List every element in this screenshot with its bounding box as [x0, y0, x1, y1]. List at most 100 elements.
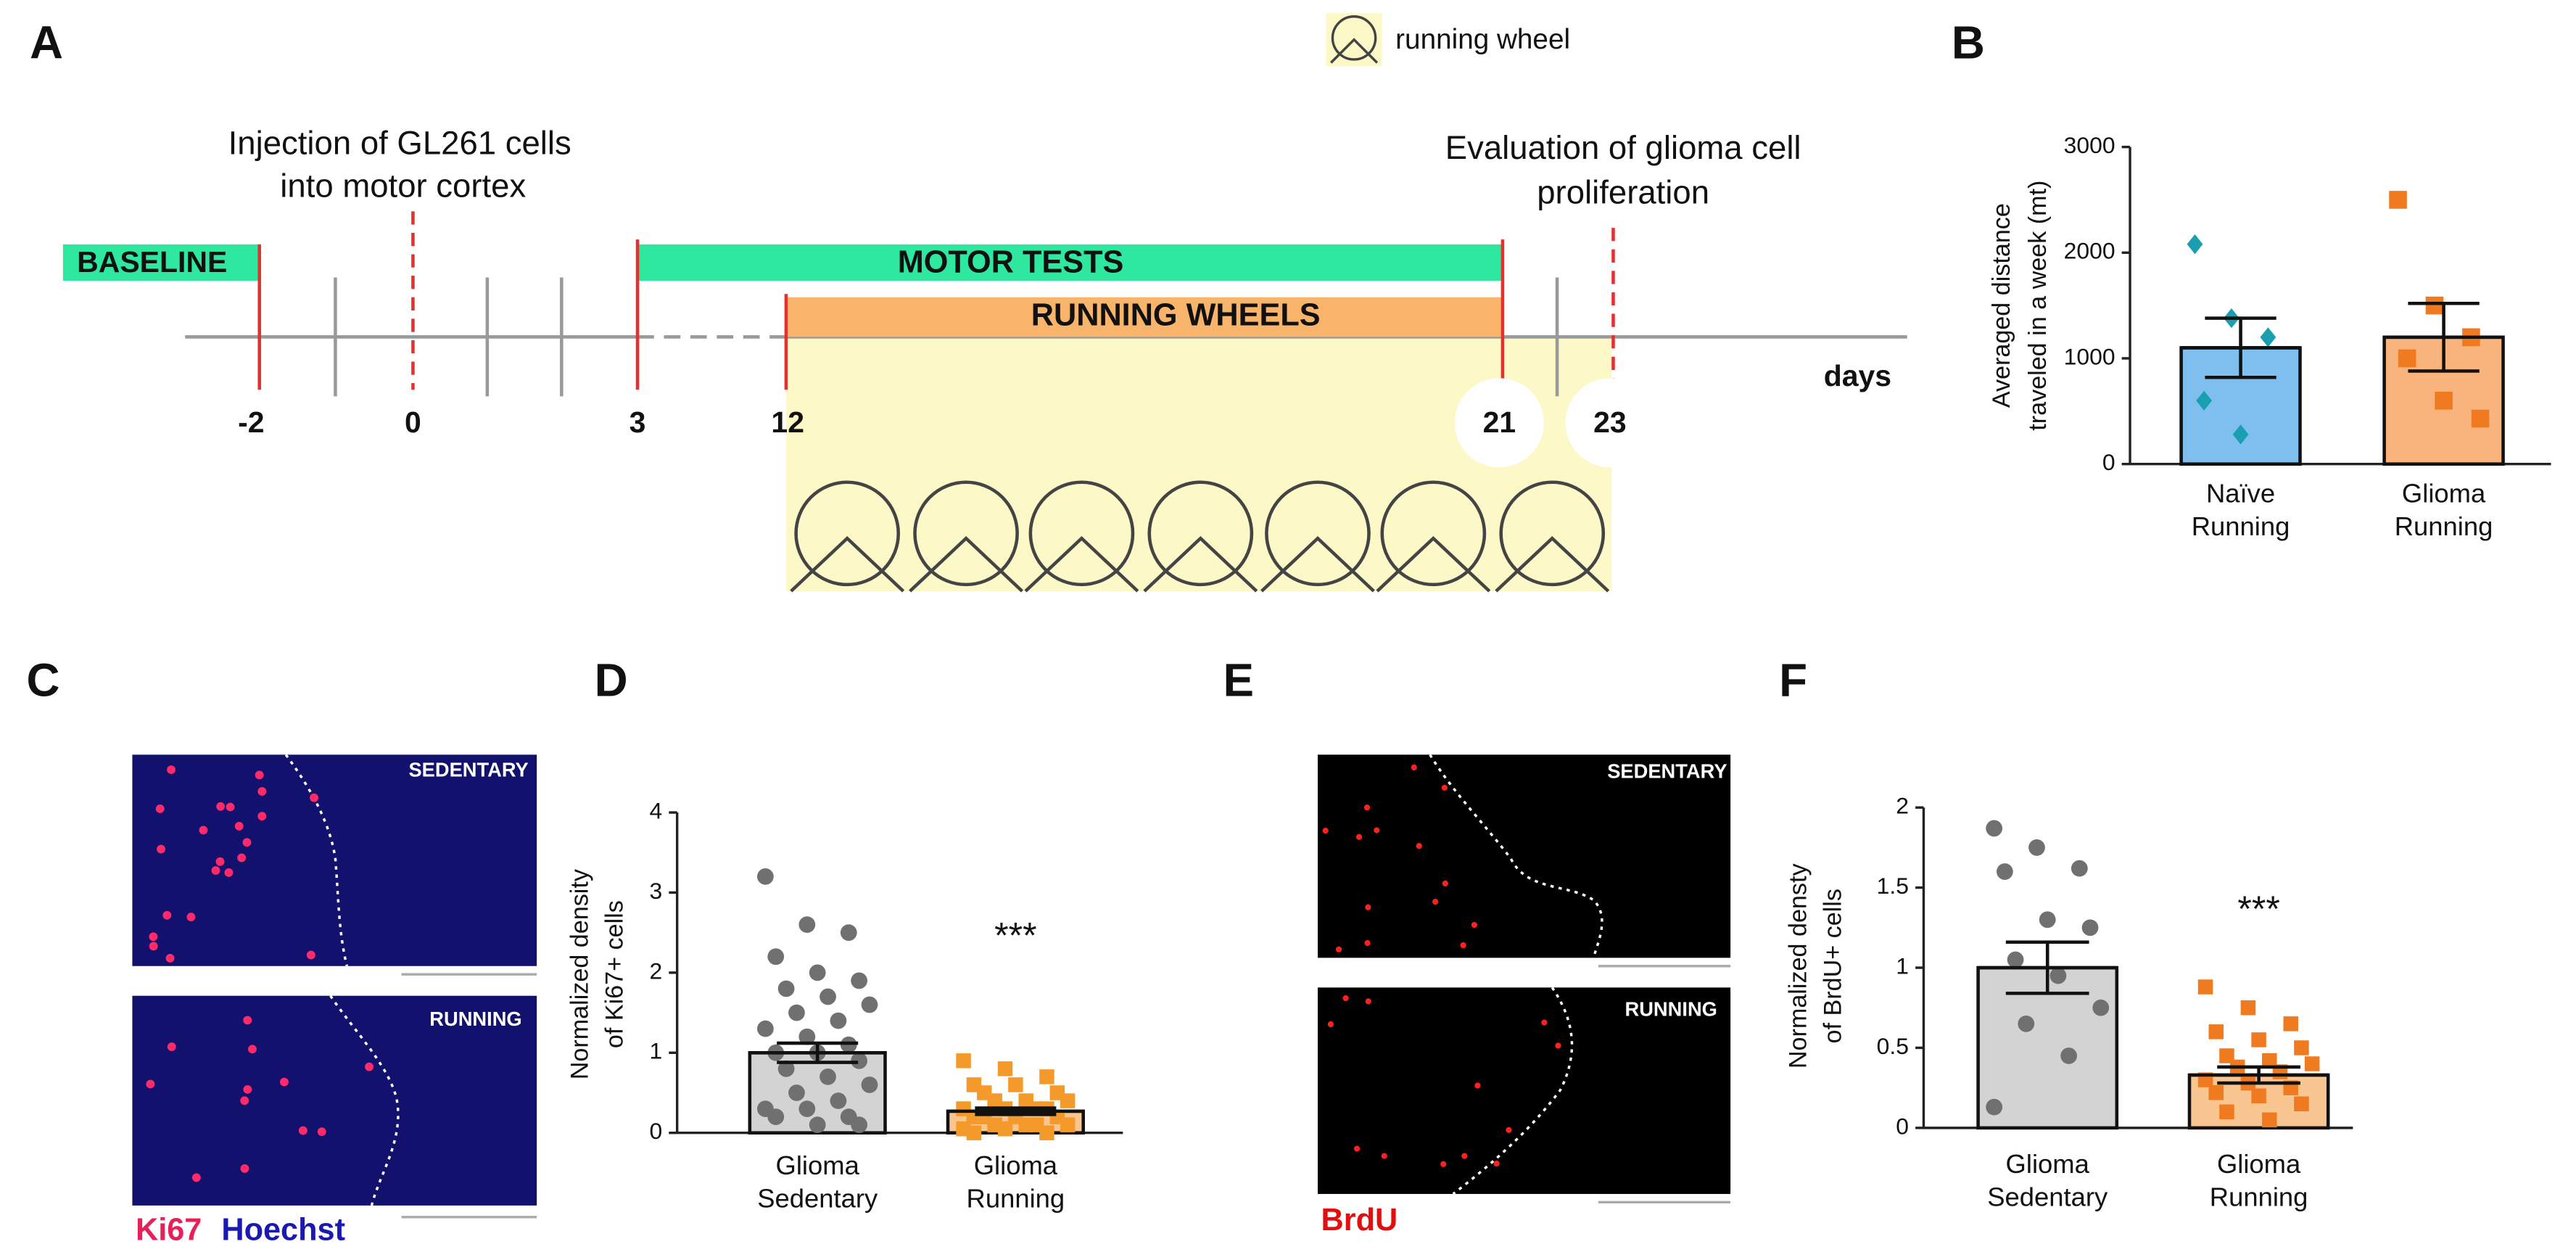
error-bar: [2384, 301, 2503, 373]
cell: [242, 838, 252, 847]
error-bar: [2181, 316, 2300, 379]
label-halo: [1454, 378, 1544, 468]
y-tick-label: 3000: [2064, 132, 2115, 158]
panel-label: C: [26, 654, 59, 706]
cell: [1411, 764, 1417, 771]
panel-label: E: [1223, 654, 1254, 706]
y-tick-label: 0: [1896, 1113, 1909, 1139]
data-point: [2251, 1088, 2266, 1103]
data-point: [1039, 1125, 1054, 1140]
day-label: 12: [771, 405, 804, 439]
data-point: [2262, 1112, 2277, 1128]
cell: [243, 1084, 252, 1094]
phase-label: MOTOR TESTS: [898, 245, 1124, 280]
data-point: [2049, 967, 2067, 984]
cell: [280, 1077, 289, 1087]
data-point: [2208, 1024, 2224, 1039]
y-tick-label: 2000: [2064, 238, 2115, 264]
stain-label: Ki67: [136, 1213, 202, 1248]
y-tick-label: 1.5: [1877, 873, 1909, 899]
y-axis-label: of BrdU+ cells: [1820, 889, 1847, 1043]
error-bar: [1978, 940, 2117, 995]
data-point: [757, 868, 774, 885]
data-point: [809, 1116, 826, 1134]
y-tick-label: 0.5: [1877, 1033, 1909, 1059]
wheel: [1499, 480, 1606, 587]
cell: [186, 913, 196, 922]
x-tick-label: Running: [967, 1184, 1065, 1214]
data-point: [767, 948, 785, 965]
data-point: [2294, 1040, 2309, 1055]
cell: [306, 950, 315, 960]
panel-label: B: [1952, 17, 1985, 69]
day-label: 21: [1483, 405, 1516, 439]
wheel: [1265, 480, 1371, 587]
cell: [255, 770, 264, 780]
y-axis-label: Averaged distance: [1988, 203, 2015, 408]
cell: [191, 1173, 201, 1182]
significance: ***: [994, 915, 1036, 955]
cell: [234, 822, 244, 831]
y-axis-label: Normalized densty: [1785, 863, 1812, 1068]
wheel-stand: [909, 536, 1024, 593]
data-point: [2197, 979, 2213, 995]
cell: [1460, 942, 1466, 949]
y-tick-label: 4: [649, 797, 662, 823]
data-point: [966, 1125, 982, 1140]
day-label: 0: [405, 405, 421, 439]
data-point: [1008, 1077, 1023, 1092]
annotation: into motor cortex: [280, 168, 526, 205]
data-point: [820, 1068, 836, 1085]
wheel: [794, 480, 901, 587]
data-point: [798, 1028, 816, 1045]
cell: [149, 942, 158, 951]
micrograph: [132, 995, 537, 1206]
data-point: [2251, 1032, 2266, 1047]
data-point: [2196, 390, 2213, 411]
data-point: [997, 1061, 1013, 1076]
data-point: [2471, 409, 2490, 428]
x-tick-label: Glioma: [2006, 1149, 2090, 1179]
data-point: [757, 1020, 774, 1037]
cell: [1474, 1082, 1481, 1089]
wheel: [1028, 480, 1135, 587]
cell: [1342, 995, 1349, 1002]
y-tick-label: 1: [649, 1038, 662, 1064]
data-point: [861, 1076, 878, 1093]
wheel-stand: [790, 536, 905, 593]
data-point: [830, 1092, 847, 1109]
data-point: [1996, 863, 2013, 880]
wheel-area: [785, 337, 1612, 592]
image-label: SEDENTARY: [1607, 760, 1727, 783]
data-point: [956, 1053, 971, 1068]
data-point: [1039, 1069, 1054, 1084]
y-tick-label: 1000: [2064, 343, 2115, 369]
data-point: [2071, 860, 2088, 877]
x-tick-label: Sedentary: [1987, 1182, 2108, 1211]
cell: [1506, 1127, 1512, 1134]
y-axis-label: traveled in a week (mt): [2024, 181, 2052, 431]
cell: [310, 793, 318, 802]
wheel-stand: [1143, 536, 1258, 593]
y-tick-label: 2: [649, 958, 662, 984]
data-point: [809, 964, 826, 981]
annotation: Injection of GL261 cells: [228, 124, 571, 161]
cell: [365, 1062, 373, 1071]
data-point: [851, 972, 868, 989]
data-point: [2283, 1016, 2298, 1032]
cell: [146, 1079, 155, 1089]
data-point: [2039, 911, 2056, 928]
image-label: SEDENTARY: [408, 758, 528, 781]
data-point: [2435, 391, 2453, 410]
x-tick-label: Running: [2395, 511, 2493, 541]
y-tick-label: 3: [649, 878, 662, 904]
data-point: [2060, 1047, 2078, 1064]
data-point: [2018, 1015, 2035, 1032]
legend-wheel-stand: [1329, 38, 1379, 64]
panel-label: A: [30, 17, 63, 69]
tumor-border: [284, 754, 1603, 1206]
cell: [317, 1127, 326, 1137]
cell: [1353, 1145, 1361, 1152]
label-halo: [1565, 378, 1655, 468]
wheel-stand: [1260, 536, 1375, 593]
